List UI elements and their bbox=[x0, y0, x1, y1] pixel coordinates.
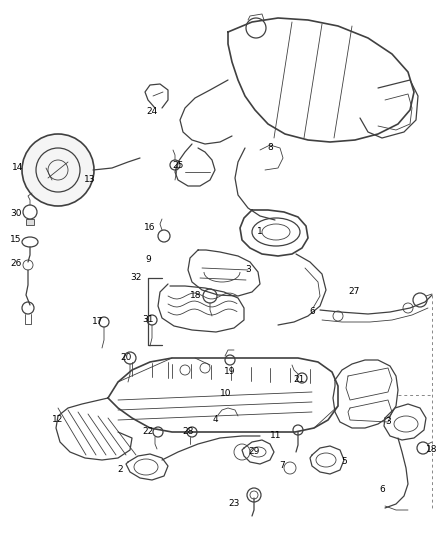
Text: 21: 21 bbox=[293, 375, 305, 384]
Text: 11: 11 bbox=[270, 432, 282, 440]
Text: 6: 6 bbox=[379, 486, 385, 495]
Text: 15: 15 bbox=[10, 236, 22, 245]
Polygon shape bbox=[26, 219, 34, 225]
Text: 29: 29 bbox=[248, 448, 260, 456]
Text: 18: 18 bbox=[426, 446, 438, 455]
Text: 13: 13 bbox=[84, 175, 96, 184]
Text: 24: 24 bbox=[146, 108, 158, 117]
Text: 22: 22 bbox=[142, 427, 154, 437]
Text: 32: 32 bbox=[131, 273, 141, 282]
Text: 4: 4 bbox=[212, 416, 218, 424]
Text: 26: 26 bbox=[11, 260, 22, 269]
Text: 14: 14 bbox=[12, 164, 24, 173]
Circle shape bbox=[22, 134, 94, 206]
Text: 9: 9 bbox=[145, 255, 151, 264]
Text: 20: 20 bbox=[120, 353, 132, 362]
Text: 3: 3 bbox=[245, 265, 251, 274]
Text: 28: 28 bbox=[182, 427, 194, 437]
Text: 6: 6 bbox=[309, 308, 315, 317]
Text: 27: 27 bbox=[348, 287, 360, 296]
Text: 2: 2 bbox=[117, 465, 123, 474]
Text: 23: 23 bbox=[228, 499, 240, 508]
Text: 30: 30 bbox=[10, 208, 22, 217]
Text: 8: 8 bbox=[267, 143, 273, 152]
Text: 10: 10 bbox=[220, 390, 232, 399]
Text: 1: 1 bbox=[257, 228, 263, 237]
Text: 16: 16 bbox=[144, 223, 156, 232]
Text: 17: 17 bbox=[92, 318, 104, 327]
Text: 31: 31 bbox=[142, 316, 154, 325]
Text: 12: 12 bbox=[52, 416, 64, 424]
Text: 18: 18 bbox=[190, 292, 202, 301]
Text: 5: 5 bbox=[341, 457, 347, 466]
Text: 3: 3 bbox=[385, 417, 391, 426]
Text: 7: 7 bbox=[279, 461, 285, 470]
Text: 19: 19 bbox=[224, 367, 236, 376]
Text: 25: 25 bbox=[172, 160, 184, 169]
